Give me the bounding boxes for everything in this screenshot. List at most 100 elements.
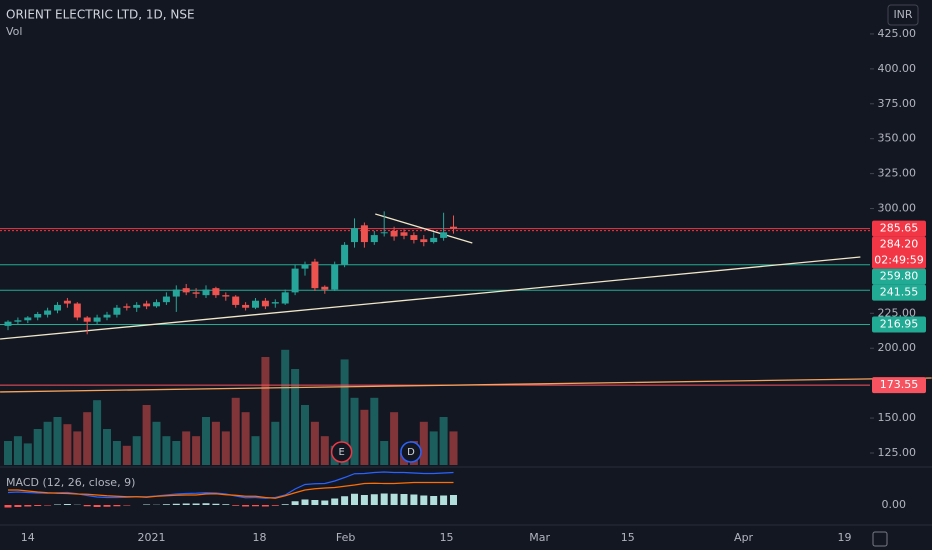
macd-histogram-bar — [4, 505, 12, 508]
volume-bar — [449, 431, 458, 465]
event-badge — [330, 441, 353, 463]
candle-body — [222, 295, 230, 297]
y-tick-label: 200.00 — [878, 341, 917, 354]
macd-histogram-bar — [390, 493, 398, 505]
macd-histogram-bar — [232, 505, 240, 506]
y-tick-label: 125.00 — [878, 446, 917, 459]
candle-body — [242, 304, 250, 308]
candle-body — [4, 321, 12, 326]
macd-histogram-bar — [261, 505, 269, 507]
volume-bar — [162, 436, 171, 465]
macd-tick-label: 0.00 — [882, 498, 907, 511]
y-tick-label: 300.00 — [878, 202, 917, 215]
volume-bar — [132, 436, 141, 465]
candle-body — [341, 244, 349, 265]
volume-bar — [43, 421, 52, 465]
x-tick-label: 15 — [621, 531, 635, 544]
candle-body — [133, 304, 141, 308]
candle-body — [24, 317, 32, 321]
volume-bar — [13, 436, 22, 465]
currency: INR — [893, 8, 912, 21]
volume-bar — [221, 431, 230, 465]
macd-histogram-bar — [222, 504, 230, 505]
candle-body — [301, 264, 309, 269]
candle-body — [450, 226, 457, 229]
candle-body — [360, 225, 368, 243]
x-tick-label: 14 — [21, 531, 35, 544]
candle-body — [103, 314, 111, 318]
macd-histogram-bar — [281, 504, 289, 505]
x-tick-label: 18 — [252, 531, 266, 544]
volume-bar — [251, 436, 260, 465]
macd-histogram-bar — [93, 505, 101, 507]
volume-bar — [241, 412, 250, 465]
x-tick-label: Mar — [529, 531, 550, 544]
macd-histogram-bar — [400, 494, 408, 505]
volume-bar — [103, 429, 111, 465]
trend-line — [375, 213, 473, 244]
macd-histogram-bar — [351, 493, 358, 505]
candle-body — [440, 232, 448, 238]
x-tick-label: Feb — [336, 531, 355, 544]
volume-bar — [33, 429, 42, 465]
volume-bar — [291, 369, 300, 465]
macd-histogram-bar — [162, 504, 170, 505]
macd-histogram-bar — [271, 505, 279, 506]
candle-body — [261, 300, 269, 307]
settings-icon[interactable] — [872, 531, 888, 547]
trend-line — [0, 377, 932, 393]
candle-body — [113, 307, 121, 315]
x-tick-label: 15 — [440, 531, 454, 544]
y-tick-label: 350.00 — [878, 132, 917, 145]
candle-body — [410, 235, 418, 240]
currency-button[interactable] — [887, 4, 919, 26]
macd-histogram-bar — [202, 503, 210, 505]
candle-body — [172, 289, 180, 297]
candle-body — [281, 292, 289, 304]
candle-body — [202, 289, 210, 296]
candle-body — [430, 237, 438, 243]
price-tag-label: 259.80 — [880, 270, 919, 283]
y-tick-label: 225.00 — [878, 306, 917, 319]
volume-bar — [310, 421, 319, 465]
volume-bar — [419, 421, 428, 465]
macd-histogram-bar — [192, 503, 200, 505]
x-tick-label: 19 — [838, 531, 852, 544]
candle-body — [83, 317, 91, 322]
volume-bar — [112, 441, 121, 465]
candle-body — [54, 304, 61, 311]
volume-bar — [93, 400, 102, 465]
candle-body — [331, 264, 339, 290]
volume-bar — [231, 397, 240, 465]
volume-bar — [320, 436, 329, 465]
y-tick-label: 400.00 — [878, 62, 917, 75]
volume-bar — [301, 405, 309, 465]
candle-body — [182, 288, 190, 293]
chart-title: ORIENT ELECTRIC LTD, 1D, NSE — [6, 8, 195, 22]
macd-histogram-bar — [172, 503, 180, 505]
macd-histogram-bar — [450, 495, 457, 505]
macd-histogram-bar — [380, 493, 388, 505]
event-badge — [400, 441, 422, 463]
volume-bar — [360, 409, 369, 465]
candle-body — [34, 314, 42, 318]
volume-bar — [261, 357, 270, 465]
price-tag — [872, 316, 926, 333]
macd-histogram-bar — [34, 505, 42, 506]
price-tag — [872, 377, 926, 394]
macd-histogram-bar — [182, 503, 190, 505]
volume-bar — [439, 417, 448, 465]
volume-bar — [152, 421, 161, 465]
candle-body — [351, 228, 358, 243]
price-tag-label: 216.95 — [880, 318, 919, 331]
candle-body — [143, 303, 151, 307]
macd-histogram-bar — [311, 500, 319, 505]
volume-bar — [53, 417, 62, 465]
y-tick-label: 375.00 — [878, 97, 917, 110]
candle-body — [153, 302, 160, 307]
volume-bar — [370, 397, 379, 465]
volume-bar — [73, 431, 82, 465]
candle-body — [390, 230, 398, 237]
volume-bar — [350, 397, 359, 465]
price-tag — [872, 268, 926, 285]
